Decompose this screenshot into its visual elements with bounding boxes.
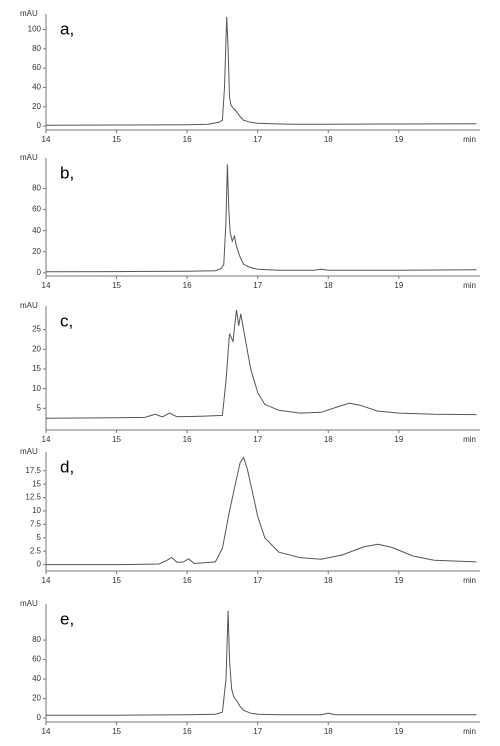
- x-tick-label: 19: [394, 135, 403, 144]
- y-tick-label: 20: [32, 694, 41, 703]
- x-tick-label: 17: [253, 435, 262, 444]
- x-tick-label: 17: [253, 135, 262, 144]
- chromatogram-line: [45, 16, 477, 126]
- x-tick-label: 14: [42, 727, 51, 736]
- panel-title: a,: [60, 19, 74, 38]
- y-axis-label: mAU: [20, 9, 38, 18]
- x-tick-label: 15: [112, 576, 121, 585]
- x-tick-label: 14: [42, 576, 51, 585]
- y-axis-label: mAU: [20, 153, 38, 162]
- y-tick-label: 15: [32, 364, 41, 373]
- y-tick-label: 15: [32, 479, 41, 488]
- x-tick-label: 15: [112, 727, 121, 736]
- y-tick-label: 20: [32, 102, 41, 111]
- y-tick-label: 0: [37, 121, 42, 130]
- y-tick-label: 40: [32, 83, 41, 92]
- panel-title: b,: [60, 163, 74, 182]
- x-axis-label: min: [463, 135, 476, 144]
- x-tick-label: 17: [253, 727, 262, 736]
- y-tick-label: 10: [32, 506, 41, 515]
- y-tick-label: 0: [37, 268, 42, 277]
- x-tick-label: 15: [112, 135, 121, 144]
- x-tick-label: 16: [183, 135, 192, 144]
- y-axis-label: mAU: [20, 599, 38, 608]
- y-tick-label: 7.5: [30, 519, 42, 528]
- x-tick-label: 18: [324, 135, 333, 144]
- panel-title: c,: [60, 311, 73, 330]
- y-tick-label: 40: [32, 226, 41, 235]
- y-tick-label: 17.5: [25, 466, 41, 475]
- x-tick-label: 18: [324, 576, 333, 585]
- x-axis-label: min: [463, 435, 476, 444]
- y-tick-label: 0: [37, 560, 42, 569]
- x-tick-label: 19: [394, 281, 403, 290]
- chromatogram-line: [46, 610, 477, 716]
- x-axis-label: min: [463, 727, 476, 736]
- y-tick-label: 60: [32, 205, 41, 214]
- y-tick-label: 80: [32, 184, 41, 193]
- y-tick-label: 5: [37, 533, 42, 542]
- x-tick-label: 19: [394, 576, 403, 585]
- x-tick-label: 16: [183, 435, 192, 444]
- y-axis-label: mAU: [20, 447, 38, 456]
- y-tick-label: 80: [32, 44, 41, 53]
- x-tick-label: 15: [112, 281, 121, 290]
- y-tick-label: 60: [32, 655, 41, 664]
- x-tick-label: 19: [394, 435, 403, 444]
- y-tick-label: 20: [32, 344, 41, 353]
- x-tick-label: 18: [324, 727, 333, 736]
- y-tick-label: 5: [37, 403, 42, 412]
- y-tick-label: 25: [32, 325, 41, 334]
- y-tick-label: 2.5: [30, 546, 42, 555]
- y-tick-label: 60: [32, 63, 41, 72]
- x-tick-label: 16: [183, 576, 192, 585]
- x-tick-label: 14: [42, 135, 51, 144]
- x-tick-label: 17: [253, 281, 262, 290]
- x-tick-label: 18: [324, 435, 333, 444]
- panel-title: d,: [60, 457, 74, 476]
- y-tick-label: 12.5: [25, 493, 41, 502]
- chromatogram-line: [45, 309, 477, 419]
- x-axis-label: min: [463, 576, 476, 585]
- x-tick-label: 14: [42, 435, 51, 444]
- x-tick-label: 17: [253, 576, 262, 585]
- y-tick-label: 0: [37, 713, 42, 722]
- x-axis-label: min: [463, 281, 476, 290]
- chromatogram-line: [46, 456, 477, 566]
- chromatogram-line: [45, 164, 477, 273]
- x-tick-label: 18: [324, 281, 333, 290]
- panel-title: e,: [60, 609, 74, 628]
- x-tick-label: 16: [183, 727, 192, 736]
- y-tick-label: 20: [32, 247, 41, 256]
- x-tick-label: 14: [42, 281, 51, 290]
- y-tick-label: 100: [28, 25, 42, 34]
- y-axis-label: mAU: [20, 301, 38, 310]
- x-tick-label: 16: [183, 281, 192, 290]
- x-tick-label: 19: [394, 727, 403, 736]
- y-tick-label: 40: [32, 674, 41, 683]
- y-tick-label: 10: [32, 384, 41, 393]
- x-tick-label: 15: [112, 435, 121, 444]
- y-tick-label: 80: [32, 635, 41, 644]
